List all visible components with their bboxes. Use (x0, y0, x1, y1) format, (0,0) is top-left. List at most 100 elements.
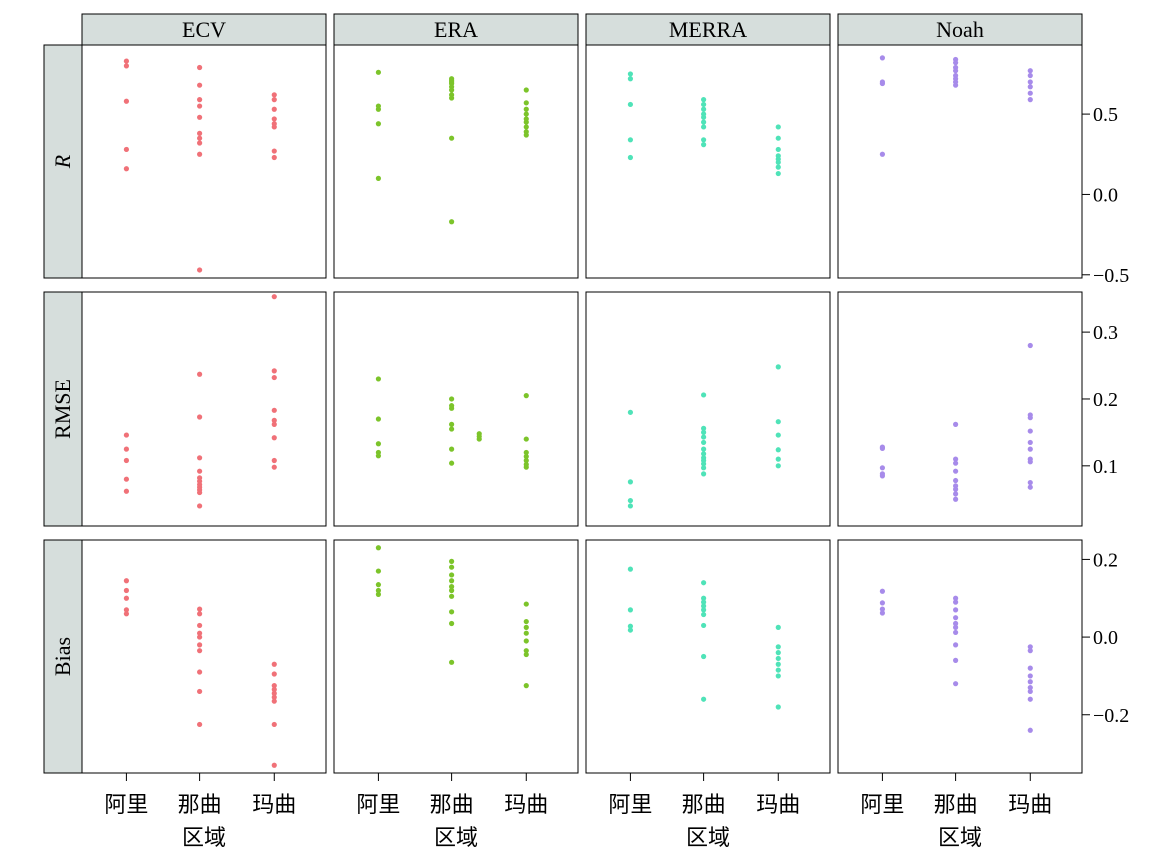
data-point (197, 622, 203, 629)
column-strip-merra (585, 13, 831, 46)
data-point (953, 629, 959, 636)
data-point (701, 114, 707, 120)
data-point (775, 704, 781, 710)
data-point (449, 572, 455, 578)
data-point (523, 638, 529, 644)
data-point (449, 587, 455, 594)
data-point (953, 620, 959, 627)
panel-bias-noah (837, 539, 1083, 774)
data-point (953, 657, 959, 663)
column-strip-noah (837, 13, 1083, 46)
data-point (271, 457, 277, 464)
data-point (271, 762, 277, 768)
x-axis-merra: 阿里 那曲 玛曲 (608, 772, 800, 818)
data-point (1027, 648, 1033, 654)
data-point (523, 457, 529, 464)
data-point (879, 606, 886, 612)
data-point (775, 624, 781, 630)
data-point (271, 683, 277, 689)
data-point (375, 121, 382, 127)
data-point (123, 488, 130, 494)
data-point (449, 609, 455, 615)
data-point (271, 417, 277, 423)
data-point (271, 661, 277, 667)
data-point (701, 580, 707, 586)
data-point (523, 132, 529, 138)
data-point (271, 106, 277, 112)
data-point (701, 607, 707, 613)
data-point (953, 599, 959, 605)
panel-frame (585, 44, 831, 279)
data-point (1027, 79, 1033, 85)
panel-frame (837, 539, 1083, 774)
x-tick-label: 那曲 (178, 793, 222, 818)
data-point (627, 137, 634, 143)
panel-frame (81, 44, 327, 279)
data-point (775, 447, 781, 453)
data-point (197, 267, 203, 273)
data-point (197, 606, 203, 612)
data-point (375, 106, 382, 112)
data-point (523, 624, 529, 630)
data-point (1027, 459, 1033, 465)
panel-r-ecv (81, 44, 327, 279)
data-point (197, 114, 203, 120)
data-point (701, 124, 707, 130)
data-point (775, 463, 781, 469)
data-point (627, 154, 634, 161)
data-point (523, 111, 529, 117)
x-axis-era: 阿里 那曲 玛曲 (356, 772, 548, 818)
data-point (775, 673, 781, 679)
x-axis-title: 区域 (938, 826, 982, 851)
data-point (953, 624, 959, 630)
data-point (375, 441, 382, 447)
data-point (449, 593, 455, 599)
data-point (953, 607, 959, 613)
data-point (197, 140, 203, 146)
data-point (197, 489, 203, 496)
panel-frame (81, 291, 327, 527)
data-point (449, 396, 455, 402)
data-point (701, 106, 707, 112)
panel-frame (837, 44, 1083, 279)
data-point (523, 449, 529, 456)
row-strip-rmse (43, 291, 83, 527)
panel-bias-ecv (81, 539, 327, 774)
data-point (375, 591, 382, 597)
row-strip-bias (43, 539, 83, 774)
data-point (271, 464, 277, 470)
data-point (627, 623, 634, 629)
data-point (271, 671, 277, 677)
y-tick-label: 0.3 (1093, 322, 1118, 344)
data-point (271, 116, 277, 122)
x-tick-label: 阿里 (104, 793, 148, 818)
data-point (953, 595, 959, 601)
data-point (953, 477, 959, 484)
column-strip-label: Noah (936, 17, 984, 42)
data-point (879, 588, 886, 594)
panel-frame (585, 291, 831, 527)
data-point (879, 465, 886, 471)
panel-bias-era (333, 539, 579, 774)
data-point (953, 460, 959, 466)
data-point (701, 434, 707, 440)
data-point (701, 425, 707, 431)
data-point (775, 146, 781, 153)
data-point (627, 497, 634, 504)
data-point (271, 421, 277, 427)
data-point (375, 582, 382, 588)
x-tick-label: 阿里 (860, 793, 904, 818)
y-tick-label: 0.2 (1093, 389, 1118, 411)
row-strip-label: RMSE (50, 379, 75, 439)
data-point (523, 124, 529, 130)
panel-r-merra (585, 44, 831, 279)
data-point (197, 630, 203, 636)
data-point (123, 166, 130, 172)
data-point (627, 627, 634, 633)
data-point (123, 457, 130, 464)
data-point (627, 76, 634, 82)
data-point (375, 453, 382, 459)
x-axis-noah: 阿里 那曲 玛曲 (860, 772, 1052, 818)
data-point (953, 468, 959, 474)
data-point (449, 584, 455, 590)
